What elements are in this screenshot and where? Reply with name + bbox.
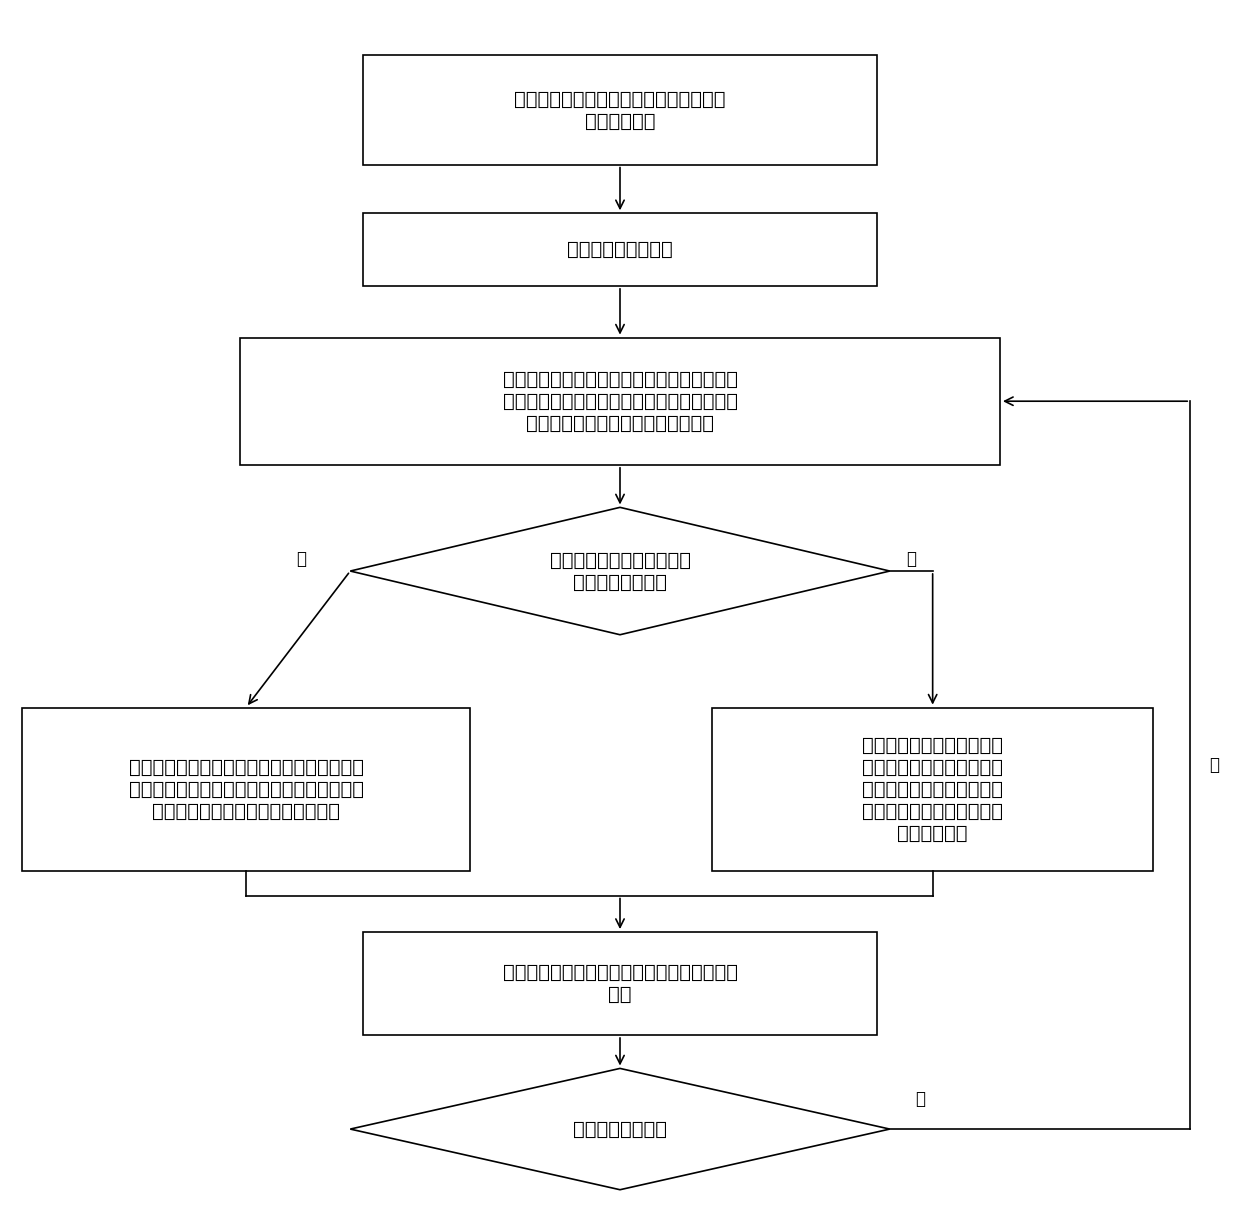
Text: 初始化变化阈值、时间阈值、网络传输时
间、睡眠时间: 初始化变化阈值、时间阈值、网络传输时 间、睡眠时间: [515, 90, 725, 130]
FancyBboxPatch shape: [362, 213, 878, 286]
FancyBboxPatch shape: [712, 708, 1153, 871]
Text: 是: 是: [1210, 756, 1220, 774]
Text: 把最近一个时间阈值的时间
段采集到的传感器数据按照
协议封装成数据包然后传输
到服务器，传输结束后记录
网络传输时间: 把最近一个时间阈值的时间 段采集到的传感器数据按照 协议封装成数据包然后传输 到…: [862, 736, 1003, 843]
FancyBboxPatch shape: [239, 337, 1001, 465]
Polygon shape: [350, 1069, 890, 1190]
Text: 是: 是: [915, 1090, 925, 1108]
Polygon shape: [350, 507, 890, 634]
FancyBboxPatch shape: [22, 708, 470, 871]
Text: 是: 是: [296, 550, 306, 568]
Text: 如果系统每次采集到新的传感器数据后就将新
的物理量值与上一次采集的物理量值之间的差
值大于变化阈值则激活网络传输功能: 如果系统每次采集到新的传感器数据后就将新 的物理量值与上一次采集的物理量值之间的…: [502, 369, 738, 433]
FancyBboxPatch shape: [362, 933, 878, 1036]
Text: 否: 否: [906, 550, 916, 568]
Text: 当前时间距离网络传输时间
是否小于时间阈值: 当前时间距离网络传输时间 是否小于时间阈值: [549, 551, 691, 591]
Text: 读取新的传感器数据中不服从标准正态分布的
物理量值按照协议封装成数据包然后传输到服
务器，传输结束后记录网络传输时间: 读取新的传感器数据中不服从标准正态分布的 物理量值按照协议封装成数据包然后传输到…: [129, 758, 363, 821]
Text: 实时采集传感器数据: 实时采集传感器数据: [567, 240, 673, 259]
FancyBboxPatch shape: [362, 55, 878, 164]
Text: 数据传输完毕后继续进入一个睡眠时间的睡眠
状态: 数据传输完毕后继续进入一个睡眠时间的睡眠 状态: [502, 963, 738, 1004]
Text: 睡眠时间是否结束: 睡眠时间是否结束: [573, 1119, 667, 1139]
